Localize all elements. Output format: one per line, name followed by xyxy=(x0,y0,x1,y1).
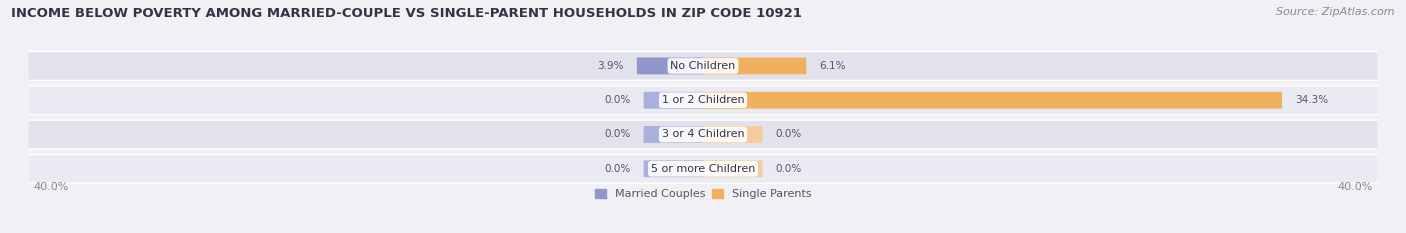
FancyBboxPatch shape xyxy=(28,154,1378,183)
Text: No Children: No Children xyxy=(671,61,735,71)
Text: 1 or 2 Children: 1 or 2 Children xyxy=(662,95,744,105)
Text: 40.0%: 40.0% xyxy=(34,182,69,192)
Text: 0.0%: 0.0% xyxy=(776,130,801,140)
Text: 6.1%: 6.1% xyxy=(820,61,846,71)
Text: 0.0%: 0.0% xyxy=(605,130,630,140)
FancyBboxPatch shape xyxy=(644,92,703,109)
Text: INCOME BELOW POVERTY AMONG MARRIED-COUPLE VS SINGLE-PARENT HOUSEHOLDS IN ZIP COD: INCOME BELOW POVERTY AMONG MARRIED-COUPL… xyxy=(11,7,801,20)
Text: 34.3%: 34.3% xyxy=(1295,95,1329,105)
FancyBboxPatch shape xyxy=(703,58,806,74)
Text: Source: ZipAtlas.com: Source: ZipAtlas.com xyxy=(1277,7,1395,17)
FancyBboxPatch shape xyxy=(644,160,703,177)
Text: 0.0%: 0.0% xyxy=(776,164,801,174)
Text: 40.0%: 40.0% xyxy=(1337,182,1372,192)
FancyBboxPatch shape xyxy=(703,160,762,177)
Text: 5 or more Children: 5 or more Children xyxy=(651,164,755,174)
Text: 0.0%: 0.0% xyxy=(605,95,630,105)
Text: 3.9%: 3.9% xyxy=(598,61,624,71)
FancyBboxPatch shape xyxy=(637,58,703,74)
Legend: Married Couples, Single Parents: Married Couples, Single Parents xyxy=(591,184,815,203)
FancyBboxPatch shape xyxy=(644,126,703,143)
FancyBboxPatch shape xyxy=(28,51,1378,80)
FancyBboxPatch shape xyxy=(28,120,1378,149)
Text: 0.0%: 0.0% xyxy=(605,164,630,174)
Text: 3 or 4 Children: 3 or 4 Children xyxy=(662,130,744,140)
FancyBboxPatch shape xyxy=(28,86,1378,115)
FancyBboxPatch shape xyxy=(703,92,1282,109)
FancyBboxPatch shape xyxy=(703,126,762,143)
